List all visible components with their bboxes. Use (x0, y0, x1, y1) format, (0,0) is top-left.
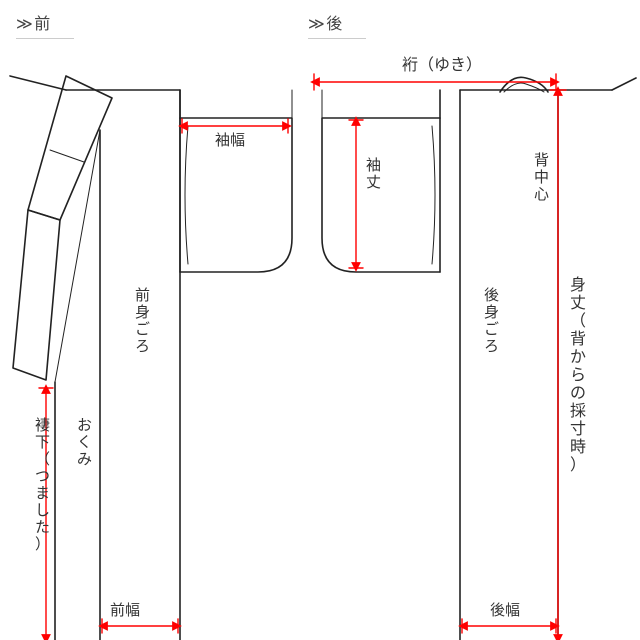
chevron-icon: ≫ (16, 16, 30, 33)
svg-text:袖丈: 袖丈 (366, 157, 381, 191)
header-underline (308, 38, 366, 39)
header-back-text: 後 (326, 16, 342, 33)
svg-text:裄（ゆき）: 裄（ゆき） (402, 56, 482, 74)
svg-text:後幅: 後幅 (490, 602, 520, 619)
svg-text:袖幅: 袖幅 (215, 132, 245, 149)
svg-text:後身ごろ: 後身ごろ (484, 287, 499, 355)
kimono-diagram: 裄（ゆき） 袖幅袖丈 背中心身丈（背からの採寸時） 前身ごろ 後身ごろおくみ 褄下（つまし… (0, 0, 640, 640)
svg-text:背中心: 背中心 (534, 152, 549, 203)
chevron-icon: ≫ (308, 16, 322, 33)
header-front-text: 前 (34, 16, 50, 33)
header-underline (16, 38, 74, 39)
svg-text:前身ごろ: 前身ごろ (135, 287, 150, 355)
svg-text:褄下（つました）: 褄下（つました） (35, 417, 50, 553)
header-back: ≫ 後 (308, 10, 366, 39)
svg-text:身丈（背からの採寸時）: 身丈（背からの採寸時） (570, 276, 586, 474)
header-front: ≫ 前 (16, 10, 74, 39)
svg-text:おくみ: おくみ (77, 417, 92, 468)
svg-text:前幅: 前幅 (110, 602, 140, 619)
